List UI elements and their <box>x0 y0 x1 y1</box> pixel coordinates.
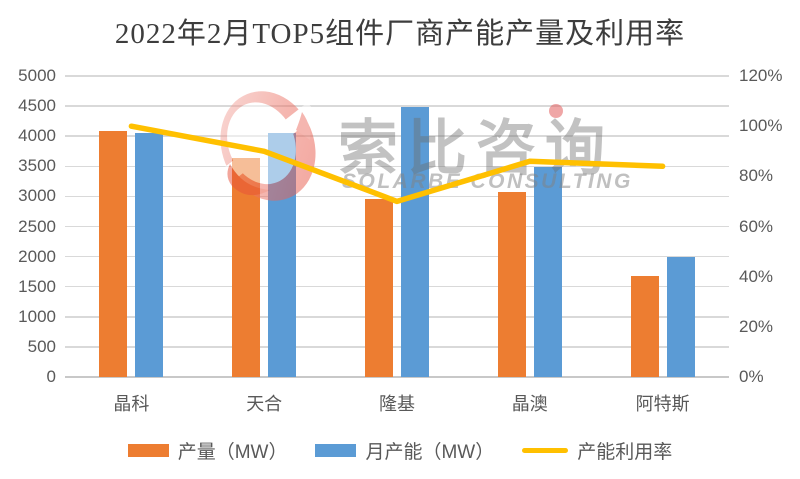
bar-capacity-阿特斯 <box>666 256 695 377</box>
x-axis-label-晶科: 晶科 <box>113 394 150 414</box>
legend-label-capacity: 月产能（MW） <box>365 442 495 463</box>
gridline <box>65 195 729 198</box>
right-axis-tick-label: 120% <box>739 66 783 85</box>
utilization-line-path <box>128 123 666 205</box>
gridline <box>65 316 729 318</box>
gridline <box>65 75 729 77</box>
gridline <box>65 255 729 258</box>
left-axis-tick-label: 4500 <box>18 96 56 116</box>
right-axis-tick-label: 40% <box>739 266 774 286</box>
legend-label-utilization: 产能利用率 <box>577 442 673 463</box>
bar-output-隆基 <box>365 198 393 377</box>
legend-swatch-capacity-bar <box>315 444 357 457</box>
legend-item-capacity: 月产能（MW） <box>315 437 494 464</box>
legend-label-output: 产量（MW） <box>177 442 288 463</box>
gridline <box>65 346 729 348</box>
bar-output-晶澳 <box>497 192 526 377</box>
bar-capacity-晶科 <box>135 133 164 377</box>
chart-title: 2022年2月TOP5组件厂商产能产量及利用率 <box>114 18 686 50</box>
right-axis-tick-label: 20% <box>739 316 774 336</box>
right-axis-tick-label: 80% <box>739 166 774 186</box>
legend-item-output: 产量（MW） <box>127 437 288 464</box>
bar-output-阿特斯 <box>630 276 659 377</box>
left-axis-tick-label: 4000 <box>18 126 56 146</box>
legend-swatch-utilization-line <box>522 448 569 453</box>
left-axis-tick-label: 5000 <box>18 66 56 85</box>
left-axis-tick-label: 3500 <box>18 156 56 176</box>
utilization-line <box>128 123 666 205</box>
left-axis-tick-label: 1000 <box>18 306 56 326</box>
x-axis-label-阿特斯: 阿特斯 <box>635 394 690 414</box>
gridline <box>65 135 729 137</box>
x-axis-label-隆基: 隆基 <box>379 394 415 414</box>
left-axis-tick-label: 3000 <box>18 186 56 206</box>
bar-capacity-隆基 <box>401 106 429 377</box>
gridline <box>65 376 729 378</box>
left-axis-tick-label: 0 <box>46 367 56 386</box>
legend-swatch-output-bar <box>127 444 169 457</box>
left-axis-tick-label: 1500 <box>18 276 56 296</box>
left-axis-tick-label: 500 <box>27 336 56 356</box>
right-axis-tick-label: 100% <box>739 116 783 136</box>
left-axis-tick-label: 2000 <box>18 246 56 266</box>
legend-item-utilization: 产能利用率 <box>522 437 672 464</box>
gridline <box>65 165 729 168</box>
x-axis-label-天合: 天合 <box>246 394 283 414</box>
left-axis-tick-label: 2500 <box>18 216 56 236</box>
bar-capacity-晶澳 <box>533 166 562 377</box>
right-axis-tick-label: 0% <box>739 367 764 386</box>
bar-output-晶科 <box>99 130 128 377</box>
chart-legend: 产量（MW） 月产能（MW） 产能利用率 <box>0 437 800 464</box>
gridline <box>65 285 729 288</box>
right-axis-tick-label: 60% <box>739 216 774 236</box>
gridline <box>65 105 729 107</box>
x-axis-label-晶澳: 晶澳 <box>511 394 548 414</box>
gridline <box>65 225 729 228</box>
